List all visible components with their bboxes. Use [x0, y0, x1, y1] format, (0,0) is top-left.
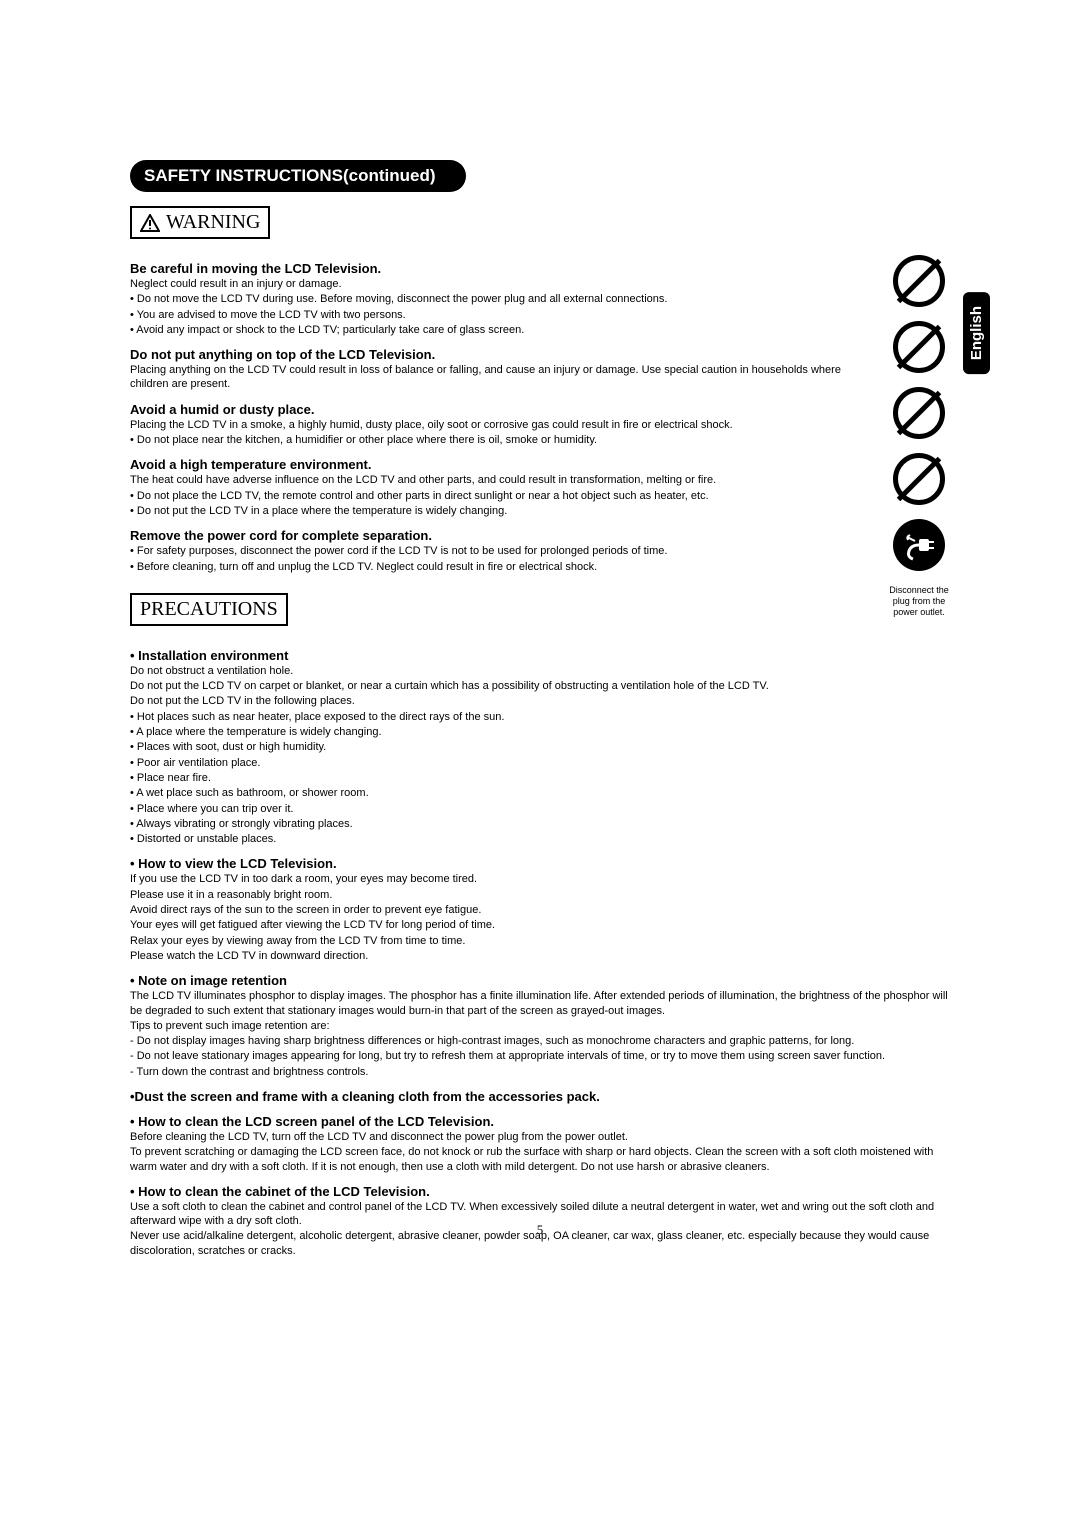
p5-heading: • How to clean the LCD screen panel of t…: [130, 1114, 950, 1129]
precautions-label: PRECAUTIONS: [140, 598, 278, 621]
p1-l12: • Distorted or unstable places.: [130, 832, 950, 846]
disconnect-plug-icon: [893, 519, 945, 571]
p3-l5: - Turn down the contrast and brightness …: [130, 1065, 950, 1079]
w4-l2: • Do not place the LCD TV, the remote co…: [130, 489, 850, 503]
w5-l1: • For safety purposes, disconnect the po…: [130, 544, 850, 558]
plug-caption-3: power outlet.: [889, 607, 949, 618]
p5-l2: To prevent scratching or damaging the LC…: [130, 1145, 950, 1174]
plug-caption-2: plug from the: [889, 596, 949, 607]
w5-heading: Remove the power cord for complete separ…: [130, 528, 850, 543]
p3-l4: - Do not leave stationary images appeari…: [130, 1049, 950, 1063]
warning-content: Be careful in moving the LCD Television.…: [130, 261, 850, 574]
w1-l3: • You are advised to move the LCD TV wit…: [130, 308, 850, 322]
w4-l1: The heat could have adverse influence on…: [130, 473, 850, 487]
w4-heading: Avoid a high temperature environment.: [130, 457, 850, 472]
p3-heading: • Note on image retention: [130, 973, 950, 988]
p1-l6: • Places with soot, dust or high humidit…: [130, 740, 950, 754]
p1-l1: Do not obstruct a ventilation hole.: [130, 664, 950, 678]
p3-l2: Tips to prevent such image retention are…: [130, 1019, 950, 1033]
plug-caption-1: Disconnect the: [889, 585, 949, 596]
w3-l1: Placing the LCD TV in a smoke, a highly …: [130, 418, 850, 432]
right-icon-column: Disconnect the plug from the power outle…: [888, 255, 950, 617]
p2-l5: Relax your eyes by viewing away from the…: [130, 934, 950, 948]
p2-l6: Please watch the LCD TV in downward dire…: [130, 949, 950, 963]
prohibition-icon: [893, 387, 945, 439]
section-title: SAFETY INSTRUCTIONS(continued): [130, 160, 466, 192]
w1-l4: • Avoid any impact or shock to the LCD T…: [130, 323, 850, 337]
p1-l3: Do not put the LCD TV in the following p…: [130, 694, 950, 708]
w5-l2: • Before cleaning, turn off and unplug t…: [130, 560, 850, 574]
prohibition-icon: [893, 321, 945, 373]
prohibition-icon: [893, 255, 945, 307]
w1-l2: • Do not move the LCD TV during use. Bef…: [130, 292, 850, 306]
w1-heading: Be careful in moving the LCD Television.: [130, 261, 850, 276]
p3-l3: - Do not display images having sharp bri…: [130, 1034, 950, 1048]
p2-l3: Avoid direct rays of the sun to the scre…: [130, 903, 950, 917]
p1-l2: Do not put the LCD TV on carpet or blank…: [130, 679, 950, 693]
p2-l1: If you use the LCD TV in too dark a room…: [130, 872, 950, 886]
p4-heading: •Dust the screen and frame with a cleani…: [130, 1089, 950, 1104]
p1-l5: • A place where the temperature is widel…: [130, 725, 950, 739]
w2-l1: Placing anything on the LCD TV could res…: [130, 363, 850, 392]
language-tab: English: [963, 292, 990, 374]
precautions-content: • Installation environment Do not obstru…: [130, 648, 950, 1258]
p5-l1: Before cleaning the LCD TV, turn off the…: [130, 1130, 950, 1144]
p2-heading: • How to view the LCD Television.: [130, 856, 950, 871]
p6-heading: • How to clean the cabinet of the LCD Te…: [130, 1184, 950, 1199]
p2-l4: Your eyes will get fatigued after viewin…: [130, 918, 950, 932]
prohibition-icon: [893, 453, 945, 505]
p1-l8: • Place near fire.: [130, 771, 950, 785]
w4-l3: • Do not put the LCD TV in a place where…: [130, 504, 850, 518]
w1-l1: Neglect could result in an injury or dam…: [130, 277, 850, 291]
p1-l9: • A wet place such as bathroom, or showe…: [130, 786, 950, 800]
warning-label: WARNING: [166, 211, 260, 234]
w3-heading: Avoid a humid or dusty place.: [130, 402, 850, 417]
p1-l11: • Always vibrating or strongly vibrating…: [130, 817, 950, 831]
p1-l10: • Place where you can trip over it.: [130, 802, 950, 816]
p1-l4: • Hot places such as near heater, place …: [130, 710, 950, 724]
p1-heading: • Installation environment: [130, 648, 950, 663]
page-number: 5: [537, 1222, 544, 1238]
warning-box: WARNING: [130, 206, 270, 239]
p2-l2: Please use it in a reasonably bright roo…: [130, 888, 950, 902]
p3-l1: The LCD TV illuminates phosphor to displ…: [130, 989, 950, 1018]
warning-triangle-icon: [140, 214, 160, 232]
plug-caption: Disconnect the plug from the power outle…: [889, 585, 949, 617]
w3-l2: • Do not place near the kitchen, a humid…: [130, 433, 850, 447]
precautions-box: PRECAUTIONS: [130, 593, 288, 626]
w2-heading: Do not put anything on top of the LCD Te…: [130, 347, 850, 362]
p1-l7: • Poor air ventilation place.: [130, 756, 950, 770]
